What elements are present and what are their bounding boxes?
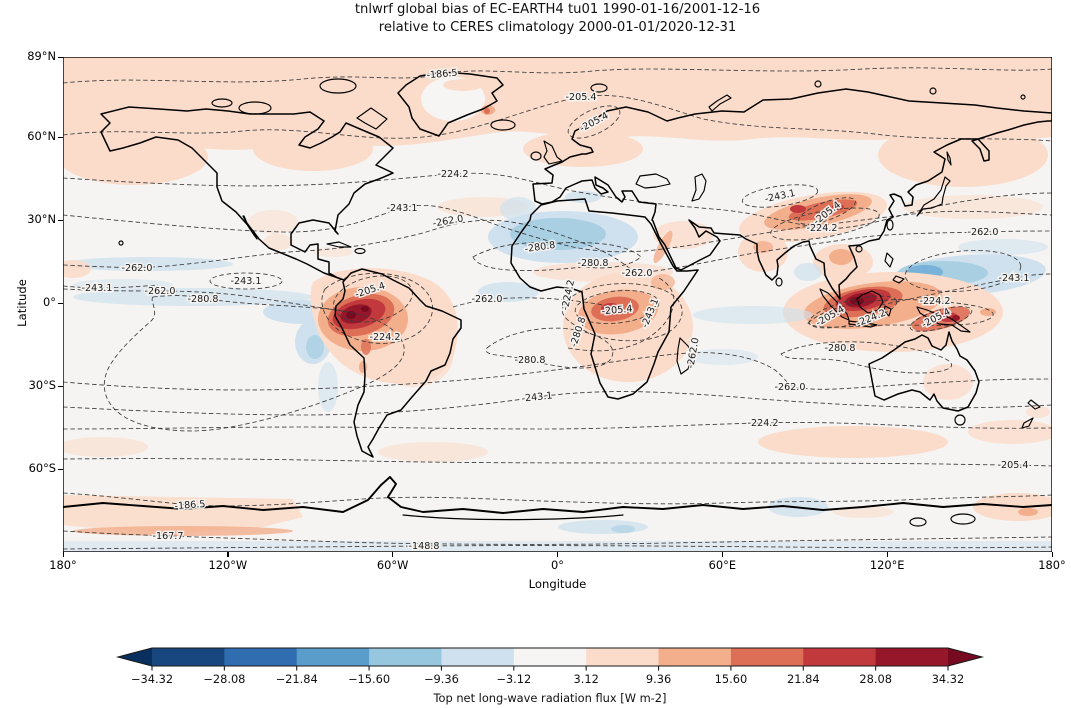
y-tick-mark [58, 302, 63, 304]
plot-title-line1: tnlwrf global bias of EC-EARTH4 tu01 199… [354, 2, 761, 17]
y-tick-label: 89°N [27, 49, 56, 63]
coastlines [63, 71, 1052, 527]
x-axis-label: Longitude [528, 577, 587, 591]
x-tick-mark [886, 552, 888, 557]
contour-label: -224.2 [438, 169, 469, 180]
plot-title-line2: relative to CERES climatology 2000-01-01… [378, 20, 737, 35]
y-tick-label: 0° [43, 295, 56, 310]
contour-label: -148.8 [409, 541, 440, 552]
contour-label: -262.0 [622, 268, 653, 279]
contour-label: -243.1 [999, 273, 1030, 284]
colorbar-tick-label: −15.60 [348, 672, 390, 686]
colorbar-tick-label: −3.12 [496, 672, 531, 686]
x-tick-label: 180° [49, 558, 77, 572]
contour-label: -205.4 [601, 304, 633, 318]
colorbar-segment [224, 648, 298, 666]
contour-label: -262.0 [968, 227, 999, 238]
contour-label: -224.2 [748, 418, 779, 429]
colorbar-tick-label: 3.12 [573, 672, 598, 686]
contour-label: -186.5 [174, 499, 206, 512]
colorbar-tick-label: 21.84 [787, 672, 820, 686]
colorbar-segment [296, 648, 370, 666]
colorbar-segment [152, 648, 225, 666]
x-tick-mark [721, 552, 724, 557]
contour-label: -262.0 [472, 294, 503, 305]
colorbar-segment [513, 648, 587, 666]
contour-label: -205.4 [566, 92, 597, 103]
y-tick-mark [58, 56, 63, 58]
y-tick-mark [58, 136, 63, 138]
contour-label: -280.8 [188, 294, 219, 305]
x-tick-label: 180° [1038, 558, 1066, 572]
colorbar-body: −34.32 −28.08 −21.84 −15.60 −9.36 −3.12 3.12 9.… [115, 647, 985, 686]
contour-label: -243.1 [82, 283, 113, 294]
y-tick-label: 60°N [27, 129, 56, 144]
colorbar-tick-label: −34.32 [131, 672, 173, 686]
colorbar-segment [803, 648, 877, 666]
colorbar-label: Top net long-wave radiation flux [W m-2] [433, 691, 667, 705]
x-tick-mark [62, 552, 64, 557]
colorbar-segment [658, 648, 732, 666]
colorbar-tick-label: −21.84 [276, 672, 318, 686]
contour-label: -243.1 [521, 390, 553, 404]
x-tick-label: 60°E [708, 558, 737, 572]
colorbar-tick-label: −28.08 [203, 672, 245, 686]
colorbar-segment [948, 648, 982, 666]
colorbar-tick-label: −9.36 [424, 672, 459, 686]
colorbar-segment [730, 648, 804, 666]
x-tick-label: 120°E [869, 558, 905, 572]
contour-label: -280.8 [825, 343, 856, 354]
colorbar-tick-label: 34.32 [932, 672, 965, 686]
colorbar-segment [586, 648, 660, 666]
x-tick-mark [392, 552, 394, 557]
y-tick-label: 30°N [27, 212, 56, 227]
contour-label: -224.2 [807, 223, 838, 234]
x-tick-mark [1051, 552, 1053, 557]
y-tick-mark [58, 219, 63, 221]
y-tick-label: 30°S [28, 378, 56, 393]
colorbar-tick-label: 15.60 [715, 672, 748, 686]
contour-label: -186.5 [426, 68, 458, 82]
contour-label: -243.1 [387, 203, 418, 214]
colorbar-segment [875, 648, 949, 666]
y-tick-label: 60°S [28, 461, 56, 476]
world-map-plot: -186.5 -205.4 -205.4 -224.2 -243.1 -262.0 -243… [63, 57, 1052, 552]
colorbar-segment [369, 648, 442, 666]
x-tick-label: 60°W [376, 558, 409, 572]
y-tick-mark [58, 385, 63, 387]
contour-label: -262.0 [775, 382, 806, 393]
x-tick-label: 120°W [208, 558, 248, 572]
colorbar: −34.32 −28.08 −21.84 −15.60 −9.36 −3.12 3.12 9.… [115, 647, 985, 705]
contour-label: -280.8 [515, 355, 546, 366]
contour-label: -262.0 [145, 286, 176, 297]
colorbar-tick-label: 9.36 [646, 672, 671, 686]
colorbar-segment [441, 648, 515, 666]
contour-label: -224.2 [920, 296, 951, 307]
contour-label: -167.7 [153, 531, 184, 542]
contour-label: -280.8 [578, 258, 609, 269]
y-tick-mark [58, 468, 63, 470]
x-tick-mark [227, 552, 229, 557]
x-tick-mark [557, 552, 559, 557]
colorbar-tick-label: 28.08 [859, 672, 892, 686]
contour-label: -243.1 [231, 276, 262, 287]
plot-title: tnlwrf global bias of EC-EARTH4 tu01 199… [63, 1, 1052, 37]
colorbar-segment [118, 648, 152, 666]
contour-label: -224.2 [370, 332, 401, 343]
x-tick-label: 0° [551, 558, 564, 572]
contour-label: -262.0 [122, 263, 153, 274]
contour-label: -205.4 [998, 460, 1029, 471]
